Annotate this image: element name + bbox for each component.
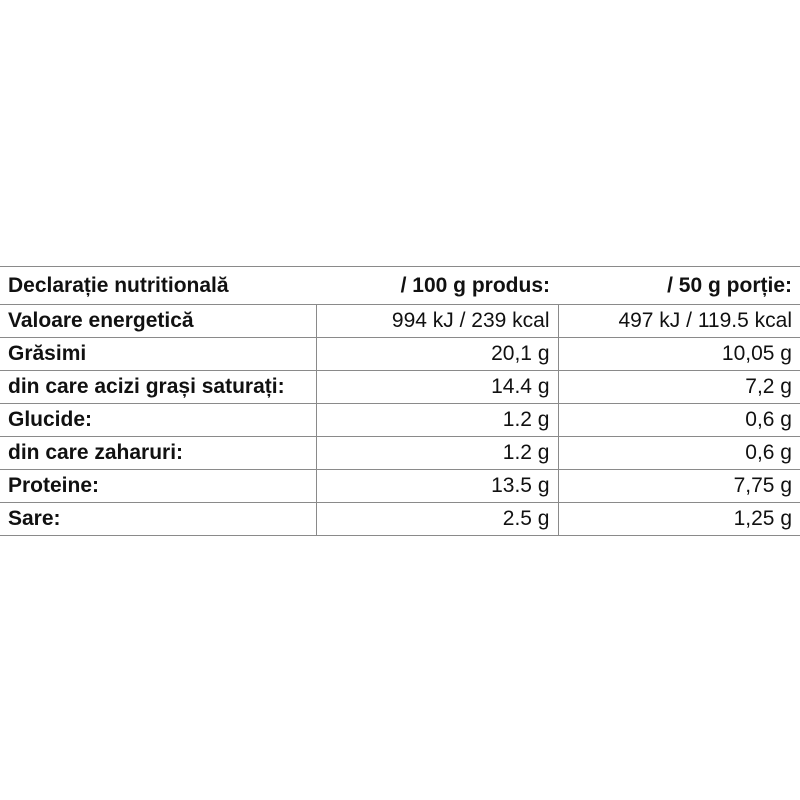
value-per-100g: 14.4 g	[316, 370, 559, 404]
nutrient-name: Valoare energetică	[0, 304, 317, 338]
nutrient-name: Glucide:	[0, 403, 317, 437]
table-row: Grăsimi 20,1 g 10,05 g	[0, 337, 800, 371]
nutrient-name: Proteine:	[0, 469, 317, 503]
value-per-serving: 1,25 g	[558, 502, 800, 536]
table-row: Proteine: 13.5 g 7,75 g	[0, 469, 800, 503]
table-header: Declarație nutritională / 100 g produs: …	[0, 266, 800, 305]
nutrient-name: din care zaharuri:	[0, 436, 317, 470]
value-per-serving: 7,75 g	[558, 469, 800, 503]
nutrition-declaration-table: Declarație nutritională / 100 g produs: …	[0, 266, 800, 536]
nutrient-name: din care acizi grași saturați:	[0, 370, 317, 404]
value-per-serving: 0,6 g	[558, 403, 800, 437]
header-per-serving: / 50 g porție:	[558, 266, 800, 305]
table-row: Valoare energetică 994 kJ / 239 kcal 497…	[0, 304, 800, 338]
value-per-100g: 1.2 g	[316, 436, 559, 470]
value-per-serving: 497 kJ / 119.5 kcal	[558, 304, 800, 338]
value-per-serving: 0,6 g	[558, 436, 800, 470]
value-per-serving: 10,05 g	[558, 337, 800, 371]
table-row: Glucide: 1.2 g 0,6 g	[0, 403, 800, 437]
table-row: din care zaharuri: 1.2 g 0,6 g	[0, 436, 800, 470]
value-per-100g: 20,1 g	[316, 337, 559, 371]
table-row: din care acizi grași saturați: 14.4 g 7,…	[0, 370, 800, 404]
nutrient-name: Grăsimi	[0, 337, 317, 371]
value-per-100g: 2.5 g	[316, 502, 559, 536]
header-row: Declarație nutritională / 100 g produs: …	[0, 266, 800, 305]
nutrient-name: Sare:	[0, 502, 317, 536]
value-per-100g: 994 kJ / 239 kcal	[316, 304, 559, 338]
value-per-serving: 7,2 g	[558, 370, 800, 404]
table-row: Sare: 2.5 g 1,25 g	[0, 502, 800, 536]
header-per-100g: / 100 g produs:	[316, 266, 558, 305]
value-per-100g: 1.2 g	[316, 403, 559, 437]
value-per-100g: 13.5 g	[316, 469, 559, 503]
table-body: Valoare energetică 994 kJ / 239 kcal 497…	[0, 304, 800, 536]
header-nutrient: Declarație nutritională	[0, 266, 316, 305]
